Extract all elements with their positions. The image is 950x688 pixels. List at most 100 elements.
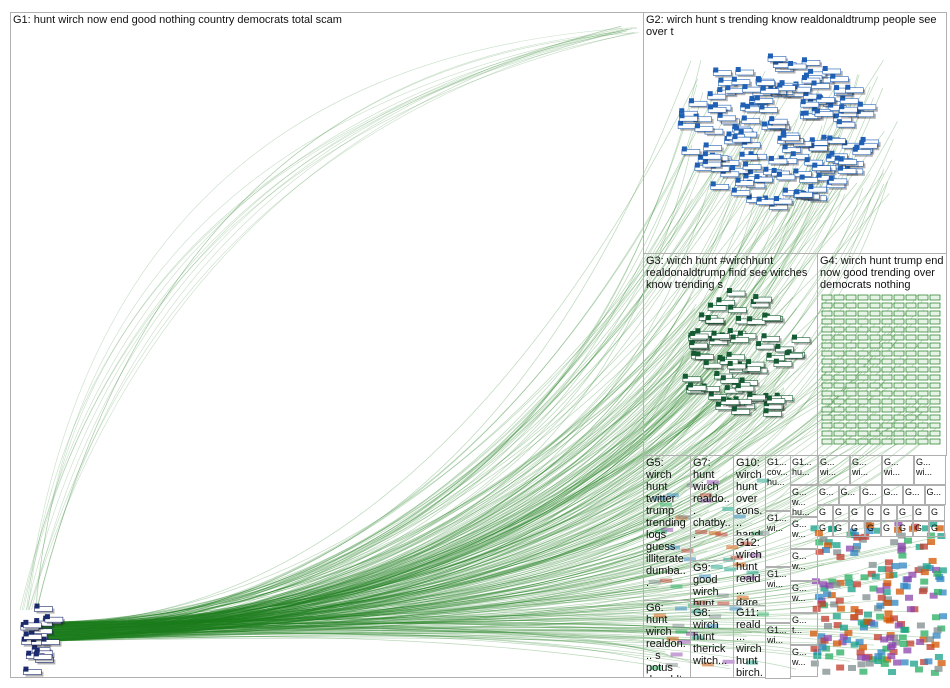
node (881, 398, 893, 405)
node-icon (33, 651, 39, 657)
node-icon (702, 159, 708, 165)
node-icon (727, 288, 733, 294)
node (881, 366, 893, 373)
node (815, 548, 824, 555)
node (759, 107, 778, 113)
node-icon (762, 312, 768, 318)
edge (34, 129, 776, 637)
node-icon (834, 85, 840, 91)
node (695, 530, 708, 535)
group-label: G (835, 523, 843, 533)
edge (34, 371, 885, 633)
node (900, 626, 909, 633)
node-icon (679, 108, 685, 114)
edge (34, 322, 782, 627)
node (762, 315, 781, 321)
edge (34, 474, 728, 624)
node (929, 398, 941, 405)
edge (34, 91, 820, 627)
node (743, 575, 756, 580)
node (820, 585, 829, 592)
edge (34, 601, 852, 641)
edge (34, 300, 897, 642)
edge (23, 32, 634, 611)
node (890, 539, 899, 546)
edge (34, 619, 741, 638)
node-icon (828, 102, 834, 108)
node (900, 582, 909, 589)
node (866, 522, 875, 529)
node (845, 390, 857, 397)
edge (34, 80, 824, 626)
node (848, 664, 857, 671)
edge (34, 142, 744, 631)
edge (34, 622, 934, 647)
edge (34, 632, 681, 668)
edge (34, 496, 728, 627)
node (869, 398, 881, 405)
group-panel: G... (924, 485, 946, 505)
edge (34, 594, 742, 626)
node (821, 358, 833, 365)
node-icon (691, 350, 697, 356)
edge (34, 374, 845, 638)
node (769, 204, 788, 210)
node (845, 422, 857, 429)
edge (34, 365, 707, 623)
edge (34, 296, 779, 636)
node (929, 318, 941, 325)
node-icon (712, 102, 718, 108)
node-icon (713, 67, 719, 73)
node (894, 520, 903, 527)
node (869, 374, 881, 381)
edge (34, 540, 911, 635)
edge (34, 631, 731, 670)
edge (34, 561, 675, 629)
node (836, 605, 845, 612)
node-icon (735, 383, 741, 389)
node (833, 549, 842, 556)
node (836, 649, 845, 656)
node (905, 430, 917, 437)
node (905, 358, 917, 365)
edge (34, 425, 895, 630)
edge (34, 125, 697, 629)
node-icon (756, 77, 762, 83)
edge (34, 378, 761, 638)
node (794, 191, 813, 198)
edge (34, 365, 762, 643)
node (755, 343, 775, 350)
group-label: G4: wirch hunt trump end now good trendi… (820, 255, 944, 291)
edge (34, 157, 839, 632)
node-icon (743, 173, 749, 179)
group-panel: G... (817, 485, 839, 505)
edge (34, 469, 721, 633)
node-icon (41, 636, 47, 642)
node (757, 478, 770, 483)
node (726, 290, 746, 297)
edge (34, 476, 757, 628)
edge (34, 335, 829, 625)
node-icon (838, 165, 844, 171)
group-label: G... (840, 487, 856, 497)
node (832, 613, 841, 620)
node-icon (717, 87, 723, 93)
node (749, 553, 762, 558)
node-icon (681, 146, 687, 152)
edge (34, 384, 766, 635)
node (887, 653, 896, 660)
edge (34, 622, 653, 635)
edge (34, 185, 836, 642)
edge (34, 134, 840, 634)
node-icon (809, 137, 815, 143)
edge (34, 511, 729, 640)
node (812, 605, 821, 612)
node-icon (801, 75, 807, 81)
edge (34, 159, 893, 626)
node (845, 579, 854, 586)
edge (34, 501, 670, 623)
edge (34, 180, 787, 633)
node (708, 394, 728, 400)
node (832, 581, 841, 588)
